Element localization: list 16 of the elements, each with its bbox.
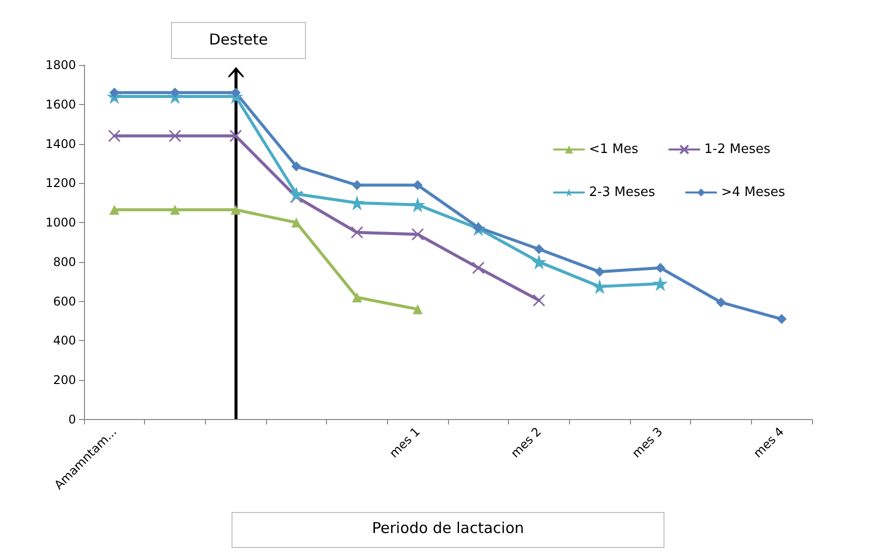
y-tick-label: 800 — [53, 254, 76, 269]
legend-label: 1-2 Meses — [704, 142, 771, 157]
y-tick-label: 1200 — [45, 176, 76, 190]
text: Destete — [209, 30, 268, 48]
legend-label: 2-3 Meses — [589, 185, 656, 200]
x-axis-title: Periodo de lactacion — [372, 519, 524, 537]
y-tick-label: 400 — [53, 334, 76, 348]
legend-label: <1 Mes — [589, 142, 639, 157]
y-tick-label: 600 — [53, 294, 76, 308]
y-tick-label: 0 — [68, 412, 76, 426]
y-tick-label: 1400 — [45, 136, 76, 151]
y-tick-label: 200 — [53, 373, 76, 388]
y-tick-label: 1600 — [45, 97, 76, 112]
legend-label: >4 Meses — [721, 185, 786, 200]
y-tick-label: 1800 — [45, 58, 76, 72]
y-tick-label: 1000 — [45, 216, 76, 230]
